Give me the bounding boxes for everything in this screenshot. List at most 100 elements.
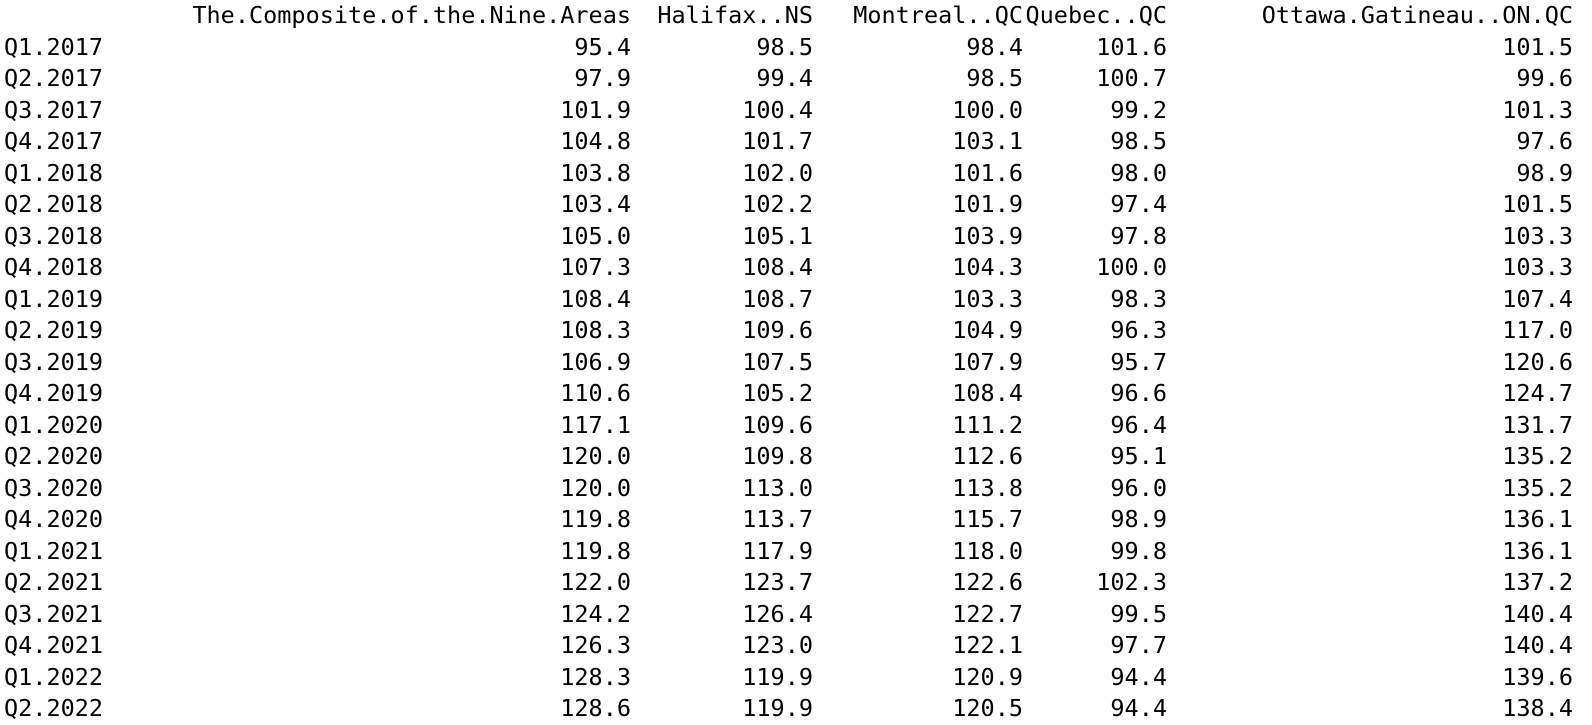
table-cell: 95.7 — [1110, 347, 1167, 376]
table-cell: 98.9 — [1110, 505, 1167, 533]
table-cell: 101.5 — [1502, 32, 1573, 61]
table-cell: 137.2 — [1502, 568, 1573, 596]
row-label: Q1.2022 — [4, 662, 104, 691]
table-cell: 126.4 — [742, 599, 813, 628]
table-cell: 120.5 — [952, 694, 1023, 722]
table-cell: 102.0 — [742, 158, 813, 187]
table-cell: 97.7 — [1110, 631, 1167, 659]
row-label: Q2.2019 — [4, 316, 104, 344]
table-cell: 95.1 — [1110, 442, 1167, 470]
table-cell: 119.9 — [742, 662, 813, 691]
row-label: Q2.2021 — [4, 568, 104, 596]
table-cell: 105.2 — [742, 379, 813, 407]
row-label: Q1.2020 — [4, 410, 104, 439]
row-label: Q4.2017 — [4, 127, 104, 155]
table-row: Q1.2021 119.8 117.9 118.0 99.8 136.1 — [0, 536, 1592, 568]
row-label: Q1.2017 — [4, 32, 104, 61]
row-label: Q2.2022 — [4, 694, 104, 722]
table-cell: 108.4 — [742, 253, 813, 281]
row-label: Q2.2020 — [4, 442, 104, 470]
column-header: Montreal..QC — [853, 1, 1023, 29]
table-cell: 108.3 — [560, 316, 631, 344]
table-cell: 101.5 — [1502, 190, 1573, 218]
table-cell: 123.7 — [742, 568, 813, 596]
table-row: Q2.2022 128.6 119.9 120.5 94.4 138.4 — [0, 693, 1592, 725]
table-cell: 117.9 — [742, 536, 813, 565]
table-cell: 103.3 — [1502, 253, 1573, 281]
table-cell: 108.7 — [742, 284, 813, 313]
table-cell: 106.9 — [560, 347, 631, 376]
table-cell: 102.3 — [1096, 568, 1167, 596]
table-cell: 117.1 — [560, 410, 631, 439]
table-cell: 103.1 — [952, 127, 1023, 155]
table-cell: 108.4 — [560, 284, 631, 313]
table-cell: 120.6 — [1502, 347, 1573, 376]
table-cell: 140.4 — [1502, 631, 1573, 659]
table-row: Q3.2017 101.9 100.4 100.0 99.2 101.3 — [0, 95, 1592, 127]
table-row: Q1.2018 103.8 102.0 101.6 98.0 98.9 — [0, 158, 1592, 190]
table-cell: 135.2 — [1502, 473, 1573, 502]
table-cell: 98.5 — [756, 32, 813, 61]
table-cell: 99.5 — [1110, 599, 1167, 628]
table-row: Q2.2021 122.0 123.7 122.6 102.3 137.2 — [0, 567, 1592, 599]
table-cell: 109.8 — [742, 442, 813, 470]
column-header: The.Composite.of.the.Nine.Areas — [192, 1, 631, 29]
row-label: Q3.2021 — [4, 599, 104, 628]
row-label: Q3.2017 — [4, 95, 104, 124]
table-header-row: The.Composite.of.the.Nine.Areas Halifax.… — [0, 0, 1592, 32]
table-cell: 123.0 — [742, 631, 813, 659]
table-cell: 95.4 — [574, 32, 631, 61]
table-cell: 101.9 — [560, 95, 631, 124]
table-cell: 118.0 — [952, 536, 1023, 565]
table-cell: 107.4 — [1502, 284, 1573, 313]
table-cell: 98.5 — [1110, 127, 1167, 155]
table-cell: 97.8 — [1110, 221, 1167, 250]
table-cell: 136.1 — [1502, 536, 1573, 565]
table-cell: 103.4 — [560, 190, 631, 218]
table-cell: 96.6 — [1110, 379, 1167, 407]
table-cell: 100.7 — [1096, 64, 1167, 92]
row-label: Q1.2018 — [4, 158, 104, 187]
table-cell: 122.0 — [560, 568, 631, 596]
table-cell: 113.0 — [742, 473, 813, 502]
table-cell: 105.0 — [560, 221, 631, 250]
table-cell: 110.6 — [560, 379, 631, 407]
table-row: Q4.2019 110.6 105.2 108.4 96.6 124.7 — [0, 378, 1592, 410]
table-cell: 99.8 — [1110, 536, 1167, 565]
table-cell: 101.6 — [952, 158, 1023, 187]
table-cell: 101.3 — [1502, 95, 1573, 124]
table-cell: 120.9 — [952, 662, 1023, 691]
table-cell: 139.6 — [1502, 662, 1573, 691]
table-cell: 111.2 — [952, 410, 1023, 439]
table-row: Q4.2021 126.3 123.0 122.1 97.7 140.4 — [0, 630, 1592, 662]
table-row: Q4.2017 104.8 101.7 103.1 98.5 97.6 — [0, 126, 1592, 158]
table-row: Q4.2020 119.8 113.7 115.7 98.9 136.1 — [0, 504, 1592, 536]
table-cell: 122.1 — [952, 631, 1023, 659]
table-cell: 138.4 — [1502, 694, 1573, 722]
table-cell: 96.4 — [1110, 410, 1167, 439]
row-label: Q2.2018 — [4, 190, 104, 218]
table-row: Q1.2017 95.4 98.5 98.4 101.6 101.5 — [0, 32, 1592, 64]
table-cell: 104.3 — [952, 253, 1023, 281]
table-cell: 98.0 — [1110, 158, 1167, 187]
table-cell: 119.8 — [560, 505, 631, 533]
table-cell: 108.4 — [952, 379, 1023, 407]
table-row: Q3.2018 105.0 105.1 103.9 97.8 103.3 — [0, 221, 1592, 253]
table-cell: 107.3 — [560, 253, 631, 281]
table-cell: 104.8 — [560, 127, 631, 155]
table-cell: 101.6 — [1096, 32, 1167, 61]
table-cell: 105.1 — [742, 221, 813, 250]
table-cell: 113.7 — [742, 505, 813, 533]
table-cell: 98.4 — [966, 32, 1023, 61]
table-cell: 99.4 — [756, 64, 813, 92]
table-cell: 97.6 — [1516, 127, 1573, 155]
table-row: Q3.2020 120.0 113.0 113.8 96.0 135.2 — [0, 473, 1592, 505]
table-cell: 128.3 — [560, 662, 631, 691]
table-cell: 109.6 — [742, 410, 813, 439]
table-cell: 97.9 — [574, 64, 631, 92]
table-cell: 101.7 — [742, 127, 813, 155]
table-cell: 96.0 — [1110, 473, 1167, 502]
table-cell: 103.9 — [952, 221, 1023, 250]
row-label: Q3.2019 — [4, 347, 104, 376]
table-cell: 136.1 — [1502, 505, 1573, 533]
